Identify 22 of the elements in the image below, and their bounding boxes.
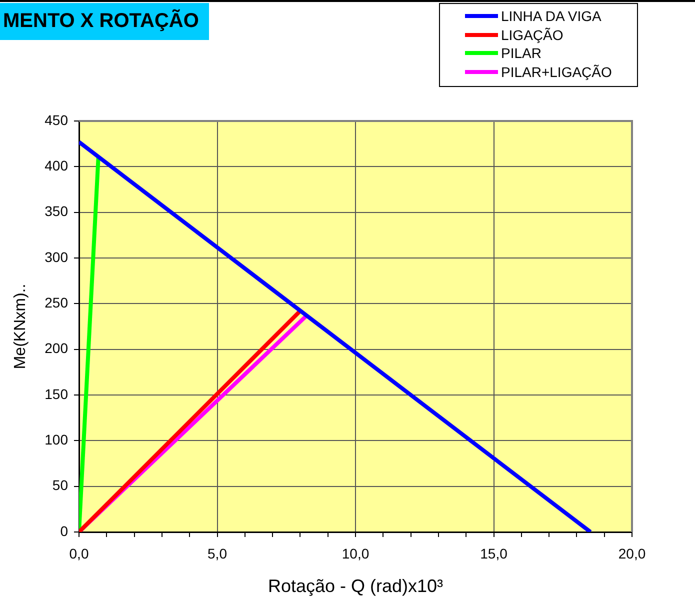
x-axis-title: Rotação - Q (rad)x10³ [268,576,444,596]
chart-title: MENTO X ROTAÇÃO [0,3,209,40]
y-tick-label: 200 [44,340,68,356]
x-tick-label: 5,0 [208,545,228,562]
y-tick-label: 350 [44,203,68,220]
x-tick-label: 0,0 [69,545,89,562]
y-tick-label: 450 [44,112,68,128]
y-tick-label: 100 [44,432,68,448]
y-tick-label: 150 [44,386,68,402]
y-tick-label: 250 [44,294,68,311]
y-tick-label: 400 [44,158,68,174]
legend-label: LINHA DA VIGA [501,8,602,24]
legend-label: PILAR+LIGAÇÃO [501,64,612,80]
y-axis-title: Me(KNxm).. [12,284,30,370]
x-tick-label: 15,0 [480,545,508,562]
y-tick-label: 50 [52,477,68,494]
legend-label: PILAR [501,45,542,62]
legend-label: LIGAÇÃO [501,26,564,43]
x-tick-label: 20,0 [618,545,646,562]
y-tick-label: 0 [60,522,68,539]
y-tick-label: 300 [44,248,68,265]
x-tick-label: 10,0 [342,545,370,562]
